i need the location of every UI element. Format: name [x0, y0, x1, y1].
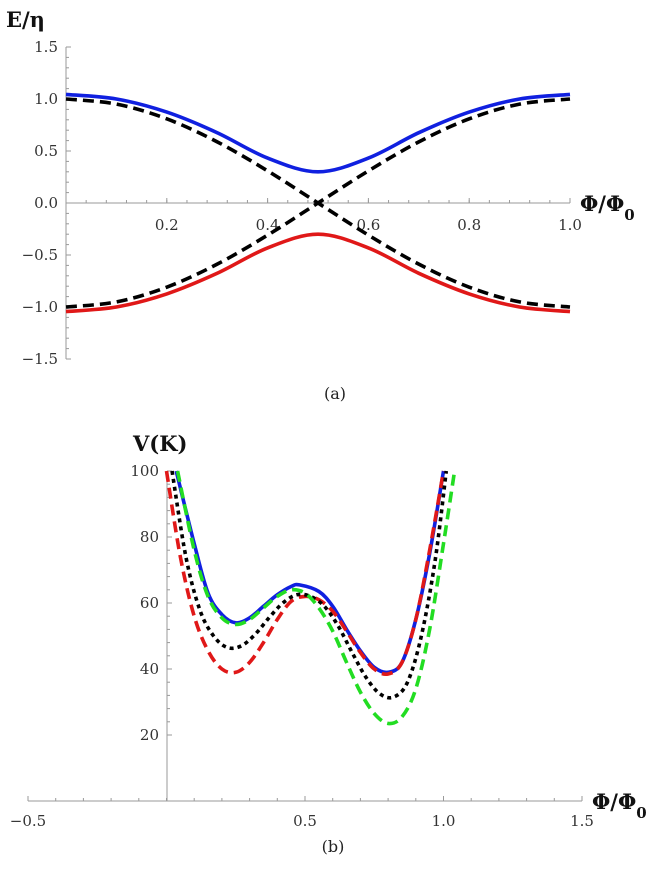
series-line-dotted-2: [170, 470, 449, 700]
x-tick-label: 0.2: [155, 216, 179, 234]
x-tick-label: 0.5: [293, 812, 317, 830]
y-tick-label: 1.5: [34, 38, 58, 56]
series-line-dashed-3: [65, 97, 571, 309]
series-line-dashed-1: [164, 470, 446, 676]
y-tick-label: 0.5: [34, 142, 58, 160]
series-line-solid-1: [65, 232, 571, 314]
x-tick-label: 1.0: [432, 812, 456, 830]
y-tick-label: 80: [140, 528, 159, 546]
panel-caption: (a): [324, 384, 346, 403]
y-axis-title: E/η: [6, 7, 45, 32]
y-tick-label: 40: [140, 660, 159, 678]
x-tick-label: 1.0: [558, 216, 582, 234]
panel-a: 1.51.00.50.0−0.5−1.0−1.50.2 0.4 0.6 0.8 1.0E…: [6, 7, 635, 403]
y-tick-label: 1.0: [34, 90, 58, 108]
y-tick-label: −0.5: [22, 246, 58, 264]
panel-caption: (b): [322, 837, 345, 856]
y-tick-label: 0.0: [34, 194, 58, 212]
x-tick-label: 0.8: [457, 216, 481, 234]
x-axis-title: Φ/Φ0: [592, 789, 647, 822]
x-axis-title: Φ/Φ0: [580, 191, 635, 224]
x-tick-label: −0.5: [10, 812, 46, 830]
panel-b: 100 80 60 40 20 −0.5 0.5 1.0 1.5 V(K) Φ/Φ0 (b): [10, 431, 647, 856]
x-axis-title-subscript: 0: [624, 206, 634, 224]
x-tick-label: 1.5: [570, 812, 594, 830]
y-axis-title: V(K): [132, 431, 187, 456]
series-line-solid-0: [65, 92, 571, 174]
y-tick-label: 60: [140, 594, 159, 612]
y-tick-label: 100: [130, 462, 159, 480]
y-tick-label: −1.5: [22, 350, 58, 368]
y-tick-label: −1.0: [22, 298, 58, 316]
y-tick-label: 20: [140, 726, 159, 744]
series-line-solid-0: [174, 470, 446, 675]
series-line-dashed-3: [175, 470, 457, 726]
x-axis-title-subscript: 0: [636, 804, 646, 822]
